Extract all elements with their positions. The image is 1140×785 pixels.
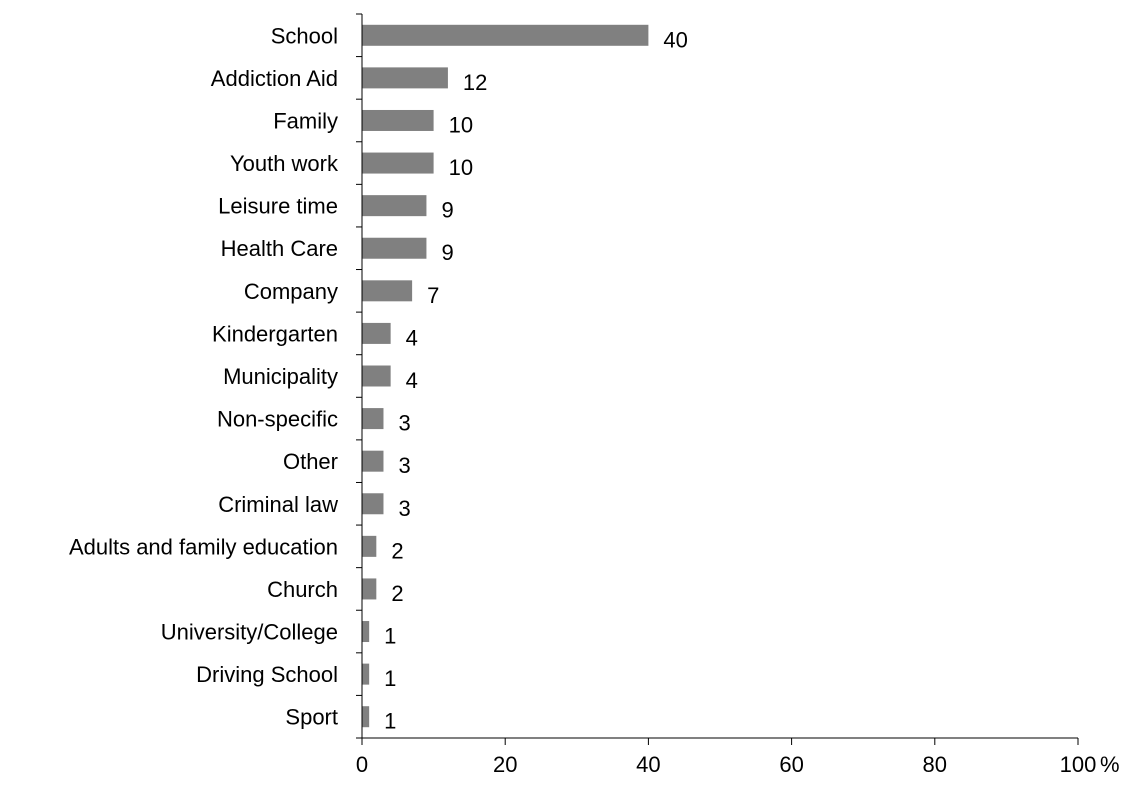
data-label-kindergarten: 4 bbox=[406, 325, 418, 350]
data-label-municipality: 4 bbox=[406, 368, 418, 393]
bar-municipality bbox=[362, 365, 391, 387]
axes-layer bbox=[356, 13, 1079, 745]
x-tick-label-40: 40 bbox=[636, 752, 660, 777]
category-label-kindergarten: Kindergarten bbox=[212, 321, 338, 346]
category-label-leisure-time: Leisure time bbox=[218, 194, 338, 219]
x-tick-label-80: 80 bbox=[923, 752, 947, 777]
bar-youth-work bbox=[362, 152, 434, 174]
bar-health-care bbox=[362, 237, 427, 259]
x-tick-label-100: 100 bbox=[1060, 752, 1097, 777]
data-label-health-care: 9 bbox=[441, 240, 453, 265]
data-label-university-college: 1 bbox=[384, 624, 396, 649]
category-label-family: Family bbox=[273, 108, 338, 133]
x-tick-label-20: 20 bbox=[493, 752, 517, 777]
category-label-church: Church bbox=[267, 577, 338, 602]
x-tick-label-0: 0 bbox=[356, 752, 368, 777]
data-label-non-specific: 3 bbox=[398, 411, 410, 436]
x-tick-label-60: 60 bbox=[779, 752, 803, 777]
bar-driving-school bbox=[362, 663, 370, 685]
category-label-non-specific: Non-specific bbox=[217, 407, 338, 432]
bar-church bbox=[362, 578, 377, 600]
data-label-sport: 1 bbox=[384, 709, 396, 734]
category-label-youth-work: Youth work bbox=[230, 151, 339, 176]
bar-school bbox=[362, 24, 649, 46]
bar-criminal-law bbox=[362, 493, 384, 515]
data-label-leisure-time: 9 bbox=[441, 198, 453, 223]
category-label-municipality: Municipality bbox=[223, 364, 338, 389]
data-label-youth-work: 10 bbox=[449, 155, 473, 180]
category-label-sport: Sport bbox=[285, 705, 338, 730]
bar-leisure-time bbox=[362, 195, 427, 217]
bar-university-college bbox=[362, 621, 370, 643]
bar-other bbox=[362, 450, 384, 472]
data-label-criminal-law: 3 bbox=[398, 496, 410, 521]
x-unit-label: % bbox=[1100, 752, 1120, 777]
bars-layer bbox=[362, 24, 649, 728]
category-label-company: Company bbox=[244, 279, 338, 304]
data-label-family: 10 bbox=[449, 112, 473, 137]
bar-non-specific bbox=[362, 408, 384, 430]
data-label-driving-school: 1 bbox=[384, 666, 396, 691]
bar-sport bbox=[362, 706, 370, 728]
category-label-addiction-aid: Addiction Aid bbox=[211, 66, 338, 91]
bar-company bbox=[362, 280, 413, 302]
category-label-university-college: University/College bbox=[161, 620, 338, 645]
data-label-company: 7 bbox=[427, 283, 439, 308]
data-label-other: 3 bbox=[398, 453, 410, 478]
bar-adults-and-family-education bbox=[362, 535, 377, 557]
category-label-criminal-law: Criminal law bbox=[218, 492, 338, 517]
category-label-school: School bbox=[271, 23, 338, 48]
data-label-addiction-aid: 12 bbox=[463, 70, 487, 95]
bar-family bbox=[362, 109, 434, 131]
category-label-other: Other bbox=[283, 449, 338, 474]
bar-addiction-aid bbox=[362, 67, 448, 89]
bar-kindergarten bbox=[362, 322, 391, 344]
data-label-church: 2 bbox=[391, 581, 403, 606]
category-label-adults-and-family-education: Adults and family education bbox=[69, 534, 338, 559]
category-label-health-care: Health Care bbox=[221, 236, 338, 261]
data-label-adults-and-family-education: 2 bbox=[391, 538, 403, 563]
category-label-driving-school: Driving School bbox=[196, 662, 338, 687]
data-label-school: 40 bbox=[663, 27, 687, 52]
